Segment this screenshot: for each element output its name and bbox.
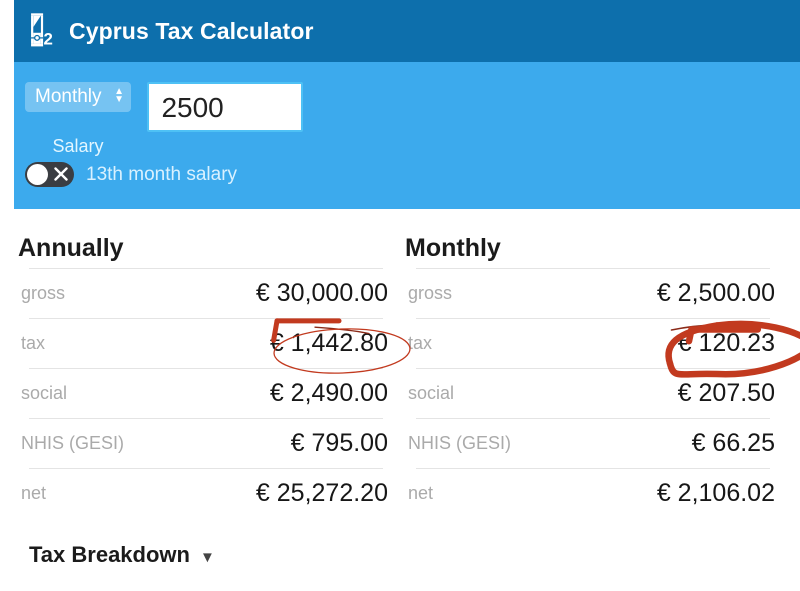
- svg-text:2: 2: [44, 29, 53, 48]
